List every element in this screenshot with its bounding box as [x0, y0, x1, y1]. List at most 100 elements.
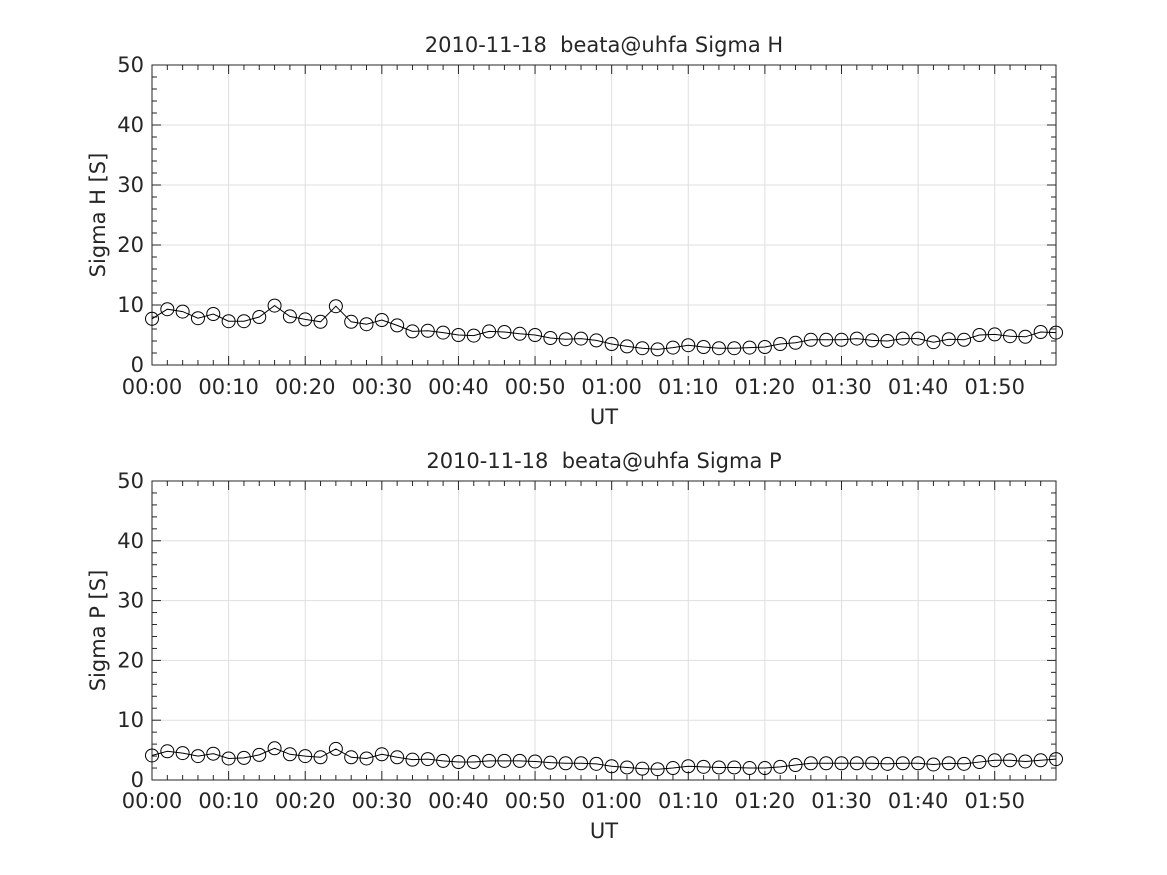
data-point	[436, 325, 451, 340]
x-axis-label: UT	[590, 819, 618, 843]
data-point	[727, 341, 742, 356]
data-point	[344, 750, 359, 765]
x-tick-label: 00:40	[428, 375, 489, 399]
grid	[151, 64, 1056, 366]
y-tick-label: 30	[117, 589, 144, 613]
data-point	[619, 339, 634, 354]
data-point	[681, 338, 696, 353]
data-point	[1033, 753, 1048, 768]
data-point	[451, 755, 466, 770]
data-point	[727, 760, 742, 775]
data-point	[665, 340, 680, 355]
y-tick-label: 10	[117, 293, 144, 317]
data-point	[911, 331, 926, 346]
data-point	[604, 337, 619, 351]
series-line	[151, 747, 1057, 770]
data-point	[160, 744, 175, 759]
data-point	[1033, 325, 1048, 339]
data-point	[957, 332, 972, 347]
x-tick-label: 01:40	[888, 789, 949, 813]
data-point	[819, 332, 834, 347]
data-point	[803, 756, 818, 771]
data-point	[957, 756, 972, 771]
data-point	[175, 304, 190, 319]
data-point	[604, 759, 619, 774]
data-point	[895, 331, 910, 346]
x-tick-label: 00:30	[352, 789, 413, 813]
data-point	[145, 748, 159, 763]
y-tick-label: 20	[117, 648, 144, 672]
data-point	[282, 309, 297, 324]
x-tick-label: 01:30	[811, 789, 872, 813]
data-point	[987, 327, 1002, 342]
plot-frame	[151, 64, 1057, 366]
data-point	[206, 746, 221, 761]
data-point	[865, 333, 880, 348]
data-point	[512, 326, 527, 341]
y-tick-label: 30	[117, 173, 144, 197]
data-point	[282, 747, 297, 762]
data-point	[635, 341, 650, 356]
data-point	[206, 307, 221, 321]
plot-frame	[151, 480, 1057, 781]
x-tick-label: 01:50	[964, 789, 1025, 813]
x-tick-label: 01:00	[581, 375, 642, 399]
data-point	[328, 741, 343, 756]
tick-marks	[151, 480, 1057, 781]
x-tick-label: 01:00	[581, 789, 642, 813]
data-point	[528, 754, 543, 769]
data-point	[420, 752, 435, 767]
y-tick-label: 40	[117, 529, 144, 553]
data-point	[987, 753, 1002, 768]
data-point	[252, 747, 267, 762]
data-point	[451, 328, 466, 342]
data-point	[405, 324, 420, 339]
data-point	[558, 756, 573, 771]
data-point	[711, 341, 726, 356]
data-point	[374, 747, 389, 762]
x-tick-label: 00:10	[198, 789, 259, 813]
chart-title: 2010-11-18 beata@uhfa Sigma H	[425, 33, 783, 57]
data-point	[298, 312, 313, 327]
x-tick-label: 00:00	[122, 789, 183, 813]
data-point	[497, 753, 512, 768]
data-point	[742, 340, 757, 355]
data-point	[313, 314, 328, 329]
data-point	[696, 340, 711, 354]
data-point	[374, 313, 389, 327]
data-point	[298, 749, 313, 764]
x-tick-label: 01:10	[658, 375, 719, 399]
data-point	[466, 755, 481, 770]
data-point	[574, 331, 589, 346]
x-tick-label: 00:50	[505, 789, 566, 813]
data-point	[757, 340, 772, 354]
data-point	[1049, 325, 1063, 340]
data-point	[788, 758, 803, 773]
data-point	[344, 314, 359, 329]
series-line	[151, 304, 1057, 350]
data-point	[650, 762, 665, 777]
data-points	[145, 298, 1063, 357]
x-tick-label: 00:30	[352, 375, 413, 399]
data-point	[665, 761, 680, 776]
data-point	[589, 756, 604, 771]
data-point	[528, 328, 543, 342]
data-point	[1018, 754, 1033, 769]
data-point	[145, 311, 159, 326]
sigma-p-chart: 00:00 00:10 00:20 00:30 00:40 00:50 01:00 01:10…	[86, 449, 1063, 843]
x-tick-label: 01:40	[888, 375, 949, 399]
x-tick-label: 00:40	[428, 789, 489, 813]
data-point	[482, 324, 497, 339]
data-point	[819, 756, 834, 771]
data-point	[895, 756, 910, 771]
data-point	[359, 317, 374, 332]
y-tick-label: 50	[117, 53, 144, 77]
data-point	[420, 323, 435, 338]
data-point	[543, 755, 558, 770]
data-point	[497, 325, 512, 339]
data-point	[190, 311, 205, 326]
data-point	[788, 335, 803, 350]
data-point	[1003, 329, 1018, 344]
data-point	[1003, 753, 1018, 768]
x-tick-label: 00:00	[122, 375, 183, 399]
